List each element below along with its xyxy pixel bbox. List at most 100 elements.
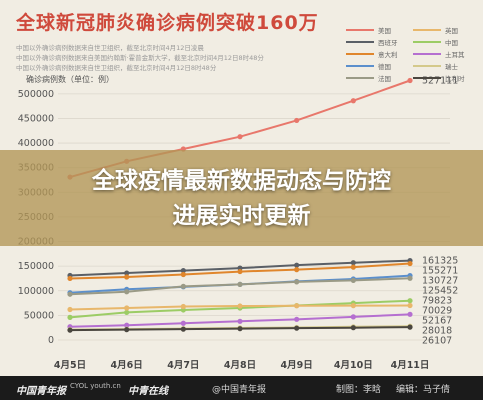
data-point [180,271,186,278]
data-point [350,264,356,270]
legend-swatch [346,53,374,55]
end-value-label: 125452 [422,286,458,297]
logo-zqzx: 中青在线 [128,386,168,397]
credit-editor: 编辑：马子倩 [396,385,451,395]
end-value-label: 28018 [422,326,452,337]
legend-label: 法国 [378,75,391,83]
y-tick-label: 100000 [18,286,54,297]
data-point [124,289,130,295]
legend-swatch [413,65,441,67]
data-point [237,281,243,287]
end-value-label: 79823 [422,296,452,307]
logo-cyd: 中国青年报 [16,386,66,397]
data-point [237,134,243,140]
x-tick-label: 4月8日 [224,360,256,371]
y-tick-label: 50000 [24,310,54,321]
data-point [350,325,356,331]
y-tick-label: 400000 [18,138,54,149]
data-point [407,324,413,330]
data-point [180,283,186,289]
data-point [350,98,356,104]
data-point [67,327,73,333]
legend-label: 西班牙 [378,39,398,47]
legend-label: 中国 [445,39,458,47]
data-point [294,325,300,331]
legend-item-usa: 美国 [346,25,409,35]
data-point [180,267,186,274]
data-point [350,303,356,309]
legend-label: 英国 [445,27,458,35]
credit-maker: 制图：李晗 [336,385,382,395]
legend-label: 美国 [378,27,391,35]
legend-swatch [346,65,374,67]
data-point [407,302,413,309]
legend-swatch [346,41,374,43]
legend-item-belgium: 比利时 [413,73,476,83]
data-point [124,274,130,280]
end-value-label: 130727 [422,276,458,287]
end-value-label: 527111 [422,75,458,86]
end-value-label: 155271 [422,266,458,277]
legend-swatch [413,41,441,43]
legend-item-switzerland: 瑞士 [413,61,476,71]
chart-subtitle-3: 中国以外确诊病例数据来自世卫组织，截至北京时间4月12日8时48分 [16,64,217,72]
legend-label: 意大利 [378,51,398,59]
legend-label: 比利时 [445,75,465,83]
data-point [180,320,186,326]
data-point [294,316,300,322]
footer-bar: 中国青年报 CYOL youth.cn 中青在线 @中国青年报 制图：李晗 编辑… [0,376,483,400]
y-tick-label: 500000 [18,89,54,100]
legend-swatch [413,29,441,31]
data-point [294,279,300,285]
data-point [124,305,130,311]
legend-swatch [413,77,441,79]
chart-subtitle-2: 中国以外确诊病例数据来自美国约翰斯·霍普金斯大学，截至北京时间4月12日8时48… [16,54,264,62]
data-point [67,291,73,297]
data-point [294,262,300,268]
logo-cyol: CYOL youth.cn [70,382,121,390]
data-point [124,322,130,328]
x-tick-label: 4月9日 [281,360,313,371]
data-point [124,327,130,333]
legend-item-spain: 西班牙 [346,37,409,47]
y-tick-label: 150000 [18,261,54,272]
legend-swatch [346,77,374,79]
legend-item-china: 中国 [413,37,476,47]
data-point [67,275,73,282]
x-tick-label: 4月5日 [54,360,86,371]
legend-item-germany: 德国 [346,61,409,71]
legend-label: 德国 [378,63,391,71]
chart-legend: 美国 英国 西班牙 中国 意大利 土耳其 德国 瑞士 法国 比利时 [346,25,476,83]
headline-line-2: 进展实时更新 [172,203,311,229]
legend-label: 土耳其 [445,51,465,59]
data-point [237,318,243,324]
data-point [407,260,413,267]
chart-title: 全球新冠肺炎确诊病例突破160万 [16,12,319,34]
data-point [294,303,300,309]
y-tick-label: 0 [48,335,54,346]
end-value-label: 52167 [422,316,452,327]
data-point [67,314,73,320]
end-value-label: 26107 [422,336,452,347]
data-point [237,268,243,275]
data-point [237,326,243,332]
data-point [350,277,356,284]
legend-swatch [346,29,374,31]
weibo-handle: @中国青年报 [212,385,267,395]
x-tick-label: 4月11日 [391,360,430,371]
x-tick-label: 4月10日 [334,360,373,371]
chart-subtitle-1: 中国以外确诊病例数据来自世卫组织，截至北京时间4月12日凌晨 [16,44,204,52]
data-point [350,314,356,320]
data-point [350,260,356,266]
y-tick-label: 450000 [18,113,54,124]
data-point [180,303,186,310]
data-point [180,326,186,332]
end-value-label: 161325 [422,256,458,267]
x-tick-label: 4月6日 [111,360,143,371]
end-value-label: 70029 [422,306,452,317]
legend-item-turkey: 土耳其 [413,49,476,59]
data-point [294,267,300,273]
headline-line-1: 全球疫情最新数据动态与防控 [92,168,391,194]
data-point [67,306,73,313]
legend-item-italy: 意大利 [346,49,409,59]
